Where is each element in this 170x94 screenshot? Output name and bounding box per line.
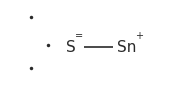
Text: =: = (75, 31, 83, 41)
Text: +: + (135, 31, 143, 41)
Text: Sn: Sn (117, 39, 136, 55)
Text: S: S (66, 39, 75, 55)
